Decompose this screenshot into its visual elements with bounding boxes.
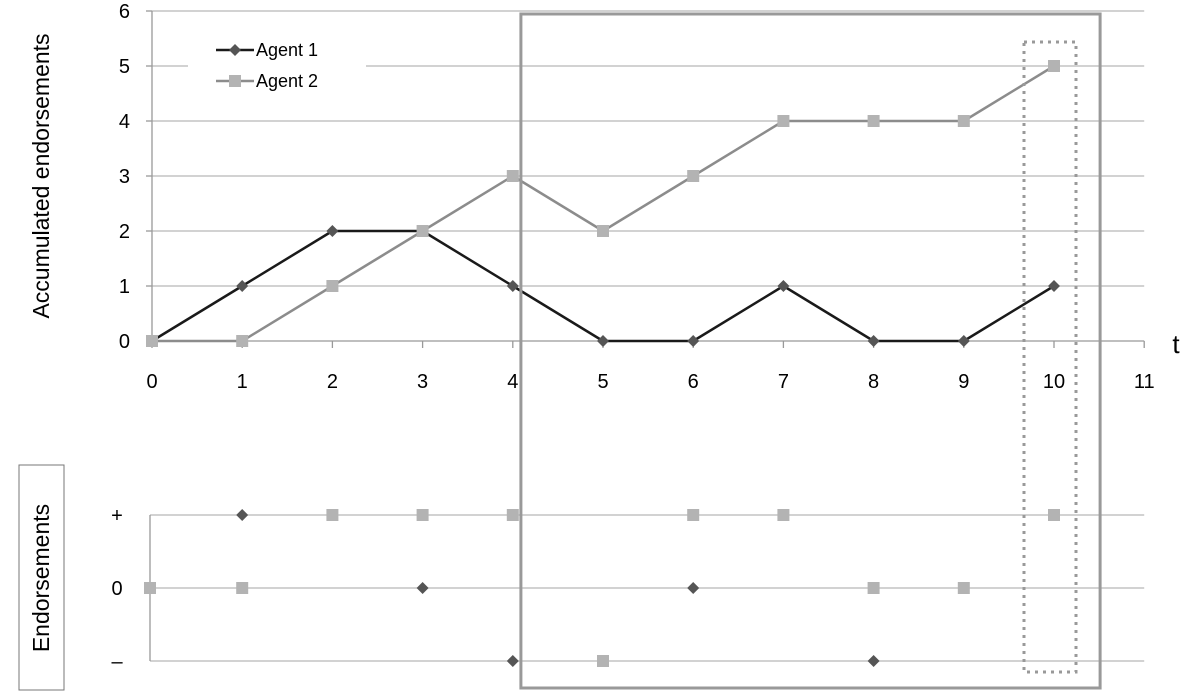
x-tick-label: 10 <box>1043 371 1065 393</box>
lower-series-2-marker <box>867 582 880 594</box>
legend-box <box>188 34 366 98</box>
series-2-marker <box>777 115 790 127</box>
legend-marker-2 <box>229 75 241 87</box>
series-1-marker <box>957 335 970 347</box>
y-tick-label: 0 <box>119 331 130 353</box>
series-1-marker <box>506 280 519 292</box>
series-2-marker <box>687 170 700 182</box>
legend-label-2: Agent 2 <box>256 71 318 91</box>
lower-series-2-marker <box>777 509 790 521</box>
lower-series-2-marker <box>326 509 339 521</box>
lower-series-2-marker <box>144 582 156 594</box>
y-tick-label: 3 <box>119 166 130 188</box>
x-tick-label: 3 <box>417 371 428 393</box>
highlight-box <box>519 12 1102 690</box>
y-tick-label: 2 <box>119 221 130 243</box>
series-2-marker <box>506 170 519 182</box>
x-tick-label: 11 <box>1134 371 1155 393</box>
series-2-marker <box>326 280 339 292</box>
series-line-2 <box>152 64 1055 343</box>
lower-series-1-marker <box>506 655 519 667</box>
x-tick-label: 4 <box>507 371 518 393</box>
y-tick-label: 5 <box>119 56 130 78</box>
series-1-marker <box>687 335 700 347</box>
lower-series-2-marker <box>416 509 429 521</box>
series-2-marker <box>597 225 609 237</box>
lower-series-1-marker <box>236 509 249 521</box>
x-tick-label: 8 <box>868 371 879 393</box>
lower-y-tick-label: 0 <box>111 578 122 600</box>
lower-series-2-marker <box>597 655 609 667</box>
lower-ylabel-box <box>18 464 65 691</box>
lower-series-2-marker <box>1048 509 1060 521</box>
x-tick-label: 1 <box>237 371 248 393</box>
x-tick-label: 9 <box>958 371 969 393</box>
lower-series-2-marker <box>687 509 700 521</box>
series-2-marker <box>867 115 880 127</box>
x-tick-label: 2 <box>327 371 338 393</box>
lower-y-axis-title: Endorsements <box>28 504 54 652</box>
series-1-marker <box>867 335 880 347</box>
series-2-marker <box>146 335 158 347</box>
series-2-marker <box>416 225 429 237</box>
lower-y-tick-label: + <box>111 505 123 527</box>
x-tick-label: 7 <box>778 371 789 393</box>
series-1-marker <box>777 280 790 292</box>
legend-label-1: Agent 1 <box>256 40 318 60</box>
series-1-marker <box>236 280 249 292</box>
lower-series-2-marker <box>236 582 249 594</box>
lower-series-1-marker <box>867 655 880 667</box>
lower-series-2-marker <box>506 509 519 521</box>
series-2-marker <box>1048 60 1060 72</box>
x-tick-label: 5 <box>597 371 608 393</box>
lower-series-1-marker <box>416 582 429 594</box>
y-tick-label: 1 <box>119 276 130 298</box>
series-1-marker <box>326 225 339 237</box>
series-2-marker <box>957 115 970 127</box>
series-2-marker <box>236 335 249 347</box>
y-tick-label: 4 <box>119 111 130 133</box>
lower-y-tick-label: – <box>111 651 123 673</box>
y-axis-title: Accumulated endorsements <box>28 33 54 318</box>
series-1-marker <box>597 335 609 347</box>
x-tick-label: 0 <box>146 371 157 393</box>
highlight-box-dotted <box>1022 40 1078 674</box>
series-1-marker <box>1048 280 1060 292</box>
legend-marker-1 <box>229 44 241 56</box>
lower-series-2-marker <box>957 582 970 594</box>
y-tick-label: 6 <box>119 1 130 23</box>
x-axis-title: t <box>1172 329 1180 359</box>
x-tick-label: 6 <box>688 371 699 393</box>
lower-series-1-marker <box>687 582 700 594</box>
